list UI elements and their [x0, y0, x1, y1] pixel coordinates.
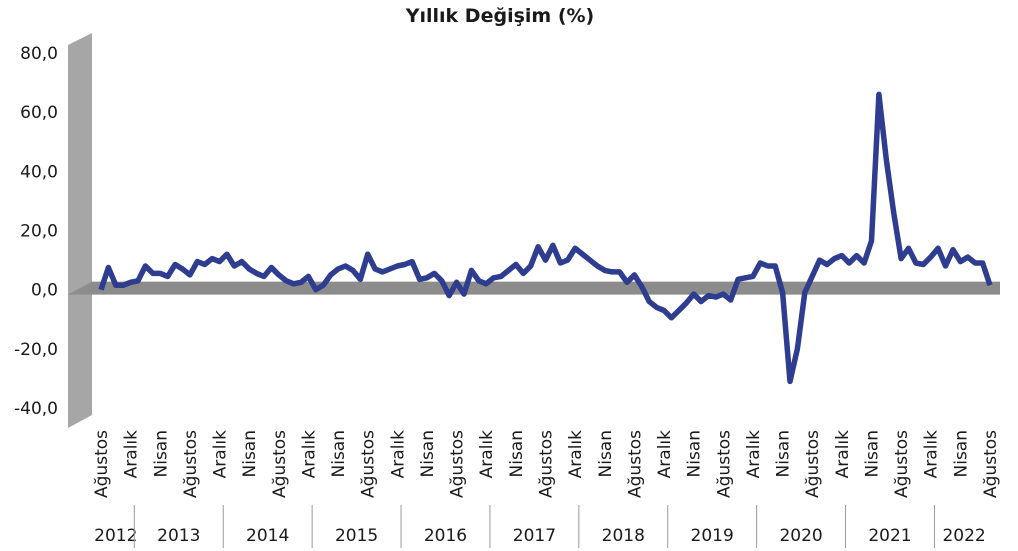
x-tick-label: Aralık [655, 430, 675, 478]
y-tick-label: 40,0 [20, 162, 58, 182]
x-tick-label: Nisan [329, 430, 349, 478]
x-tick-label: Ağustos [803, 430, 823, 498]
data-line [98, 91, 993, 385]
year-label: 2020 [779, 526, 822, 546]
year-label: 2014 [246, 526, 289, 546]
y-tick-label: 80,0 [20, 44, 58, 64]
x-tick-label: Ağustos [537, 430, 557, 498]
x-tick-label: Aralık [211, 430, 231, 478]
y-tick-label: 20,0 [20, 222, 58, 242]
x-tick-label: Nisan [151, 430, 171, 478]
year-label: 2019 [691, 526, 734, 546]
x-tick-label: Aralık [388, 430, 408, 478]
x-tick-label: Nisan [596, 430, 616, 478]
year-label: 2013 [157, 526, 200, 546]
x-tick-label: Aralık [922, 430, 942, 478]
x-tick-label: Aralık [477, 430, 497, 478]
year-label: 2017 [513, 526, 556, 546]
y-tick-label: -20,0 [14, 340, 58, 360]
x-tick-label: Nisan [418, 430, 438, 478]
year-label: 2012 [94, 526, 137, 546]
x-tick-label: Nisan [862, 430, 882, 478]
x-tick-label: Ağustos [270, 430, 290, 498]
y-tick-label: 60,0 [20, 103, 58, 123]
x-tick-label: Ağustos [892, 430, 912, 498]
y-tick-label: 0,0 [31, 281, 58, 301]
x-tick-label: Aralık [833, 430, 853, 478]
x-tick-label: Nisan [507, 430, 527, 478]
year-label: 2015 [335, 526, 378, 546]
x-tick-label: Ağustos [981, 430, 1001, 498]
x-tick-label: Nisan [240, 430, 260, 478]
y-tick-label: -40,0 [14, 399, 58, 419]
x-tick-label: Ağustos [92, 430, 112, 498]
chart-title: Yıllık Değişim (%) [405, 5, 594, 27]
x-tick-label: Aralık [566, 430, 586, 478]
x-tick-label: Ağustos [448, 430, 468, 498]
axis-wall [68, 33, 92, 428]
x-tick-label: Ağustos [714, 430, 734, 498]
x-tick-label: Ağustos [625, 430, 645, 498]
x-tick-label: Aralık [299, 430, 319, 478]
year-label: 2018 [602, 526, 645, 546]
year-label: 2022 [942, 526, 985, 546]
x-tick-label: Nisan [685, 430, 705, 478]
x-tick-label: Aralık [122, 430, 142, 478]
year-label: 2021 [868, 526, 911, 546]
x-tick-label: Ağustos [181, 430, 201, 498]
x-tick-label: Aralık [744, 430, 764, 478]
zero-band [68, 281, 1000, 295]
x-tick-label: Nisan [951, 430, 971, 478]
year-label: 2016 [424, 526, 467, 546]
x-tick-label: Nisan [774, 430, 794, 478]
x-tick-label: Ağustos [359, 430, 379, 498]
